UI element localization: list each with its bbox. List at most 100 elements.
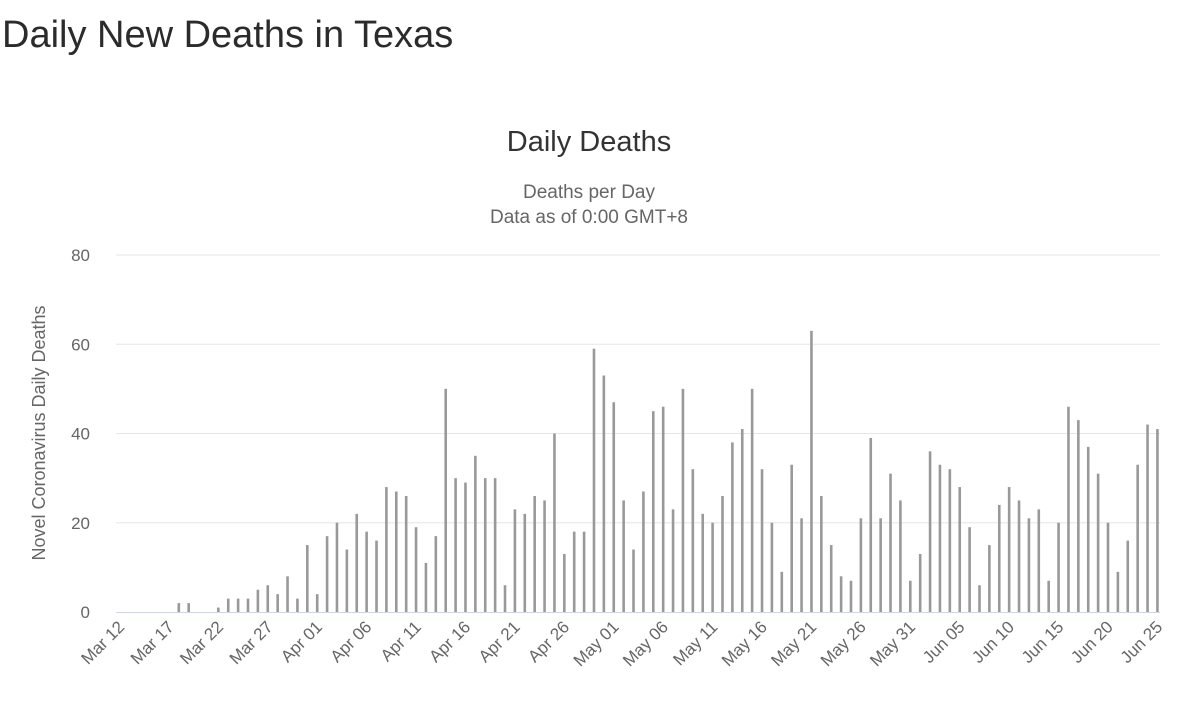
x-tick-label: Mar 22 [176, 617, 227, 668]
bar [849, 580, 853, 612]
bar [1067, 406, 1070, 612]
bar [454, 478, 457, 613]
bar [553, 433, 556, 612]
x-tick-label: Apr 21 [475, 617, 524, 666]
bar [533, 495, 536, 612]
bar [365, 531, 368, 612]
bar [770, 522, 774, 612]
bar [909, 580, 912, 612]
bar [800, 518, 803, 612]
bar [1017, 500, 1021, 612]
y-tick-label: 0 [81, 603, 90, 622]
bar [177, 603, 181, 612]
bar [711, 522, 714, 612]
x-tick-label: Apr 16 [425, 617, 474, 666]
bar [306, 545, 309, 612]
bar [899, 500, 902, 612]
bar [829, 545, 833, 612]
bar [918, 553, 922, 612]
chart-subtitle-line-1: Deaths per Day [523, 182, 656, 203]
bar [721, 495, 724, 612]
bar [750, 388, 754, 613]
bar [582, 531, 586, 612]
bar [879, 518, 882, 612]
bar [988, 545, 991, 612]
bar [612, 402, 616, 612]
x-tick-label: May 21 [767, 617, 820, 670]
x-tick-label: Apr 26 [524, 617, 573, 666]
bar [444, 388, 447, 613]
bar [286, 576, 289, 612]
bar [256, 589, 260, 612]
bar [335, 522, 339, 612]
bar [1126, 540, 1130, 612]
bar [355, 513, 359, 612]
bar [424, 562, 428, 612]
x-tick-label: Jun 15 [1018, 617, 1068, 667]
bar [236, 598, 240, 612]
bar [642, 491, 645, 612]
chart-title: Daily Deaths [507, 126, 671, 158]
bar [948, 469, 952, 612]
y-tick-label: 40 [71, 425, 90, 444]
y-tick-label: 60 [71, 335, 90, 354]
x-tick-label: Mar 27 [226, 617, 277, 668]
bar [592, 348, 596, 612]
bar [325, 536, 329, 612]
bar [563, 553, 566, 612]
bar [315, 594, 319, 612]
bar [1136, 464, 1139, 612]
bar [859, 518, 863, 612]
bar [394, 491, 398, 612]
bar [513, 509, 517, 612]
bar [543, 500, 546, 612]
y-axis-title: Novel Coronavirus Daily Deaths [29, 305, 49, 560]
bar [839, 576, 843, 612]
x-tick-label: May 16 [718, 617, 771, 670]
y-tick-label: 20 [71, 514, 90, 533]
x-tick-label: Apr 11 [377, 617, 425, 665]
x-tick-label: Jun 10 [968, 617, 1018, 667]
bar [266, 585, 270, 612]
bar [651, 411, 655, 612]
bar [1037, 509, 1041, 612]
y-axis-ticks: 0 20 40 60 80 [71, 246, 90, 622]
bar [474, 455, 477, 612]
x-tick-label: May 11 [669, 617, 721, 669]
bar [434, 536, 438, 612]
bar [375, 540, 378, 612]
bar [1146, 424, 1149, 612]
bar [1047, 580, 1050, 612]
bar [1106, 522, 1110, 612]
bar [978, 585, 981, 612]
bar [276, 594, 279, 612]
bar [1156, 429, 1159, 612]
bar [810, 330, 813, 612]
chart-subtitle-line-2: Data as of 0:00 GMT+8 [490, 207, 688, 228]
bar [671, 509, 675, 612]
bar [1007, 487, 1011, 612]
bar [869, 437, 873, 612]
bar [632, 549, 635, 612]
bar [938, 464, 942, 612]
bar [661, 406, 665, 612]
bar [503, 585, 507, 612]
bar [1096, 473, 1100, 612]
bar [968, 527, 971, 612]
bar [820, 495, 823, 612]
x-tick-label: Jun 20 [1067, 617, 1117, 667]
x-tick-label: Jun 05 [919, 617, 969, 667]
bar [1086, 446, 1090, 612]
x-tick-label: Mar 12 [77, 617, 128, 668]
bar [414, 527, 418, 612]
x-tick-label: Mar 17 [127, 617, 178, 668]
bar [523, 513, 527, 612]
bar [296, 598, 299, 612]
bar [602, 375, 606, 612]
bar [681, 388, 685, 613]
x-tick-label: Apr 01 [277, 617, 326, 666]
bar [997, 504, 1001, 612]
x-tick-label: Apr 06 [327, 617, 376, 666]
x-tick-label: May 26 [817, 617, 870, 670]
